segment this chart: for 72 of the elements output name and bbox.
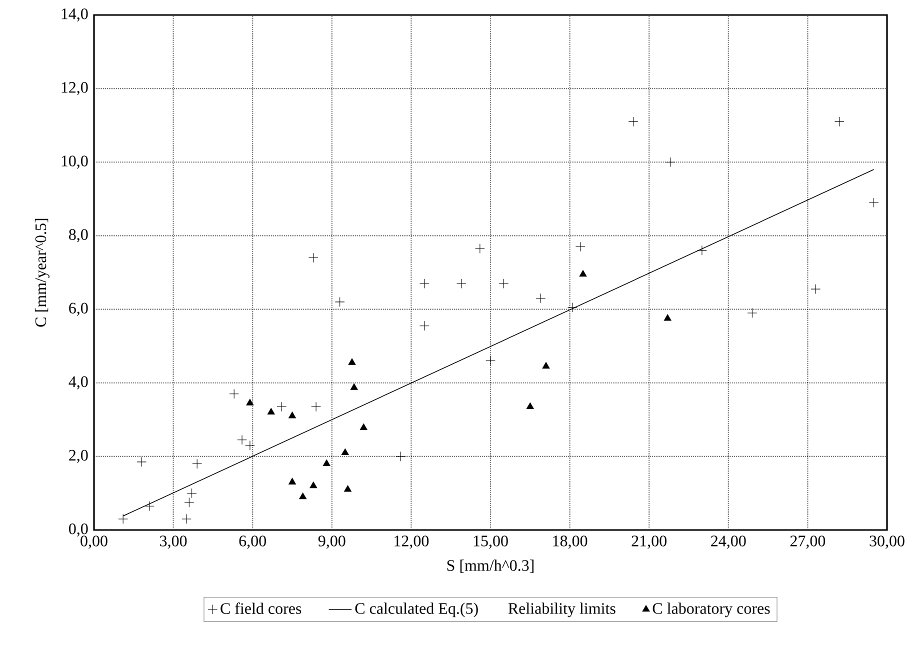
point xyxy=(311,402,321,412)
y-tick-label: 8,0 xyxy=(69,229,88,242)
x-tick-label: 30,00 xyxy=(870,536,904,549)
x-tick-label: 21,00 xyxy=(632,536,666,549)
point xyxy=(182,514,192,524)
point xyxy=(697,245,707,256)
point xyxy=(245,440,255,450)
point xyxy=(664,314,672,321)
point xyxy=(456,278,466,288)
point xyxy=(144,501,154,512)
point xyxy=(568,302,578,312)
point xyxy=(288,412,296,418)
point xyxy=(579,270,587,277)
y-tick-label: 2,0 xyxy=(69,450,88,463)
point xyxy=(267,408,275,415)
point xyxy=(834,116,844,127)
y-axis-title: C [mm/year^0.5] xyxy=(34,218,50,327)
point xyxy=(344,485,352,492)
point xyxy=(542,362,550,369)
legend-label: C calculated Eq.(5) xyxy=(355,602,478,618)
x-axis-title: S [mm/h^0.3] xyxy=(447,560,534,573)
point xyxy=(186,488,197,498)
point xyxy=(192,458,202,469)
point xyxy=(498,278,509,288)
x-tick-label: 24,00 xyxy=(711,536,746,549)
point xyxy=(118,514,128,524)
y-tick-label: 14,0 xyxy=(62,8,88,22)
point xyxy=(396,451,406,462)
point xyxy=(136,457,147,467)
point xyxy=(348,358,356,365)
x-tick-label: 0,00 xyxy=(80,536,108,549)
x-tick-label: 9,00 xyxy=(318,536,346,549)
x-tick-label: 6,00 xyxy=(239,536,266,549)
point xyxy=(299,492,307,500)
x-tick-label: 12,00 xyxy=(394,536,429,549)
legend-label: C laboratory cores xyxy=(652,602,770,618)
point xyxy=(341,448,349,456)
point xyxy=(288,478,296,484)
point xyxy=(184,497,194,508)
x-tick-label: 27,00 xyxy=(790,536,826,549)
point xyxy=(747,308,758,318)
point xyxy=(486,356,496,366)
point xyxy=(237,434,247,445)
x-tick-label: 15,00 xyxy=(474,536,508,549)
point xyxy=(526,402,534,410)
point xyxy=(868,198,879,208)
point xyxy=(229,388,240,399)
point xyxy=(665,157,676,168)
point xyxy=(575,242,586,252)
point xyxy=(419,320,430,331)
point xyxy=(322,460,330,466)
point xyxy=(360,423,368,430)
point xyxy=(350,383,358,390)
y-tick-label: 0,0 xyxy=(69,523,88,537)
point xyxy=(308,252,318,263)
point xyxy=(310,482,318,488)
y-tick-label: 6,0 xyxy=(69,302,88,316)
point xyxy=(419,278,430,288)
point xyxy=(474,244,485,254)
point xyxy=(246,398,254,406)
x-tick-label: 3,00 xyxy=(160,536,187,549)
y-tick-label: 4,0 xyxy=(68,376,88,390)
legend-label: C field cores xyxy=(220,602,302,614)
point xyxy=(628,116,638,127)
y-tick-label: 10,0 xyxy=(62,156,88,169)
text: Reliability limits xyxy=(508,602,616,618)
point xyxy=(334,296,345,307)
x-tick-label: 18,00 xyxy=(553,536,588,549)
y-tick-label: 12,0 xyxy=(62,82,88,96)
point xyxy=(810,284,821,294)
point xyxy=(536,293,546,304)
point xyxy=(276,402,287,412)
